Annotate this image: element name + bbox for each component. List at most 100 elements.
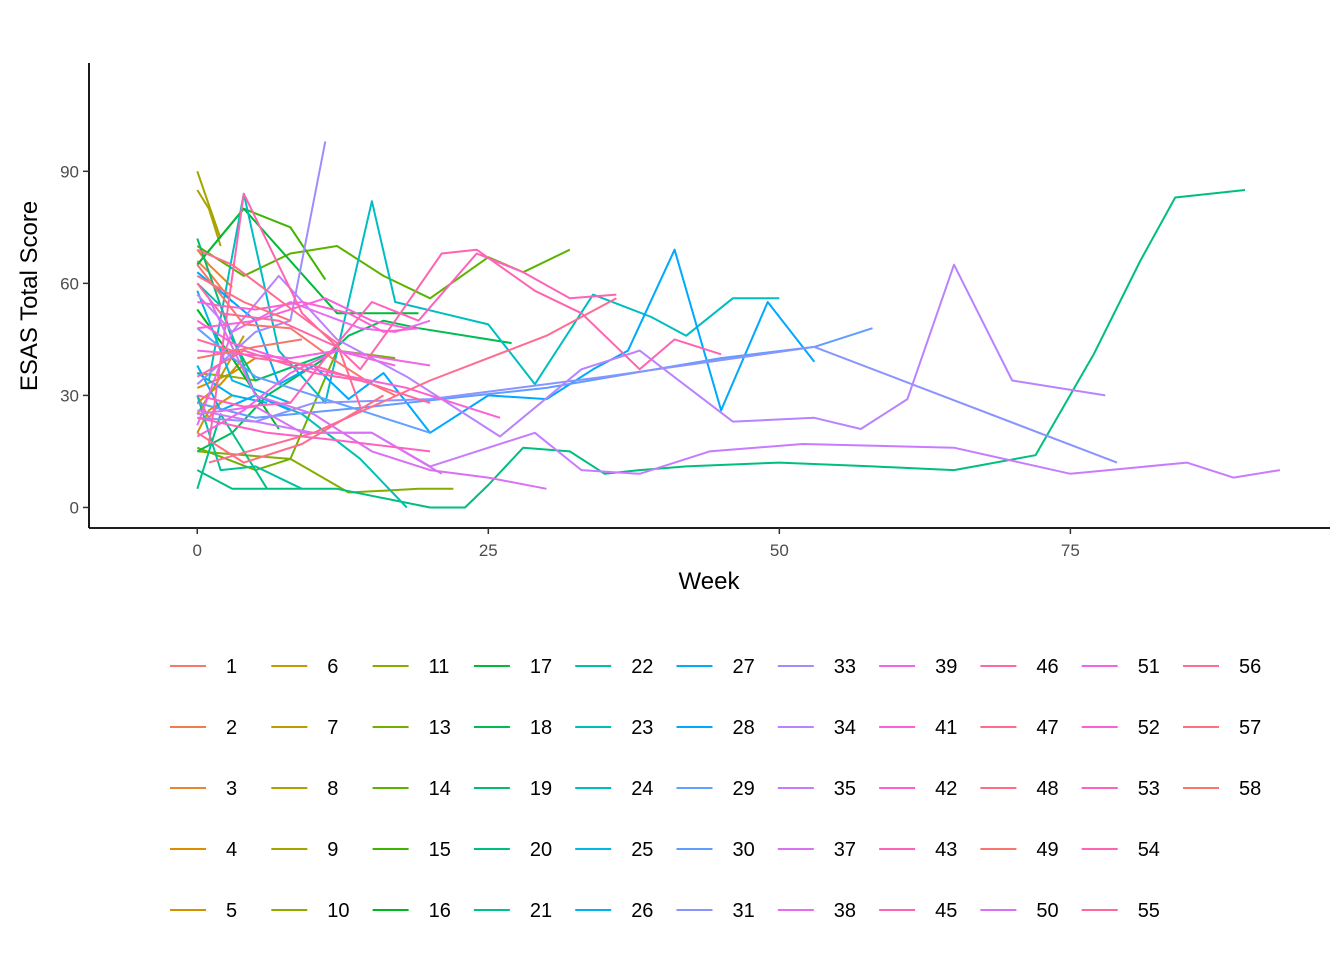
plot-lines bbox=[196, 141, 1281, 509]
legend-item-18: 18 bbox=[473, 717, 552, 739]
x-tick-label: 75 bbox=[1061, 541, 1080, 560]
legend-label: 58 bbox=[1239, 778, 1261, 800]
x-axis-title: Week bbox=[679, 568, 741, 595]
legend-label: 10 bbox=[327, 900, 349, 922]
x-tick-label: 0 bbox=[193, 541, 202, 560]
legend-item-13: 13 bbox=[372, 717, 451, 739]
legend-label: 11 bbox=[429, 656, 450, 678]
legend-item-33: 33 bbox=[777, 656, 856, 678]
legend-item-16: 16 bbox=[372, 900, 451, 922]
legend-item-55: 55 bbox=[1081, 900, 1160, 922]
series-line-17 bbox=[196, 207, 419, 315]
legend-item-46: 46 bbox=[980, 656, 1059, 678]
legend-label: 33 bbox=[834, 656, 856, 678]
legend-label: 43 bbox=[935, 839, 957, 861]
legend-item-47: 47 bbox=[980, 717, 1059, 739]
series-line-22 bbox=[196, 395, 303, 490]
legend-label: 14 bbox=[429, 778, 451, 800]
series-line-41 bbox=[197, 297, 408, 330]
legend-label: 15 bbox=[429, 839, 451, 861]
series-line-25 bbox=[196, 290, 291, 404]
y-tick-label: 0 bbox=[70, 498, 79, 517]
legend-label: 48 bbox=[1036, 778, 1058, 800]
legend-label: 56 bbox=[1239, 656, 1261, 678]
legend-item-31: 31 bbox=[676, 900, 755, 922]
series-line-34 bbox=[196, 263, 1106, 438]
legend-item-27: 27 bbox=[676, 656, 755, 678]
legend-label: 37 bbox=[834, 839, 856, 861]
series-line-19 bbox=[196, 238, 338, 382]
legend-item-22: 22 bbox=[575, 656, 653, 678]
legend-item-35: 35 bbox=[777, 778, 856, 800]
legend-item-38: 38 bbox=[777, 900, 856, 922]
legend-item-3: 3 bbox=[170, 778, 237, 800]
legend-label: 24 bbox=[631, 778, 653, 800]
legend-item-1: 1 bbox=[170, 656, 237, 678]
legend-item-52: 52 bbox=[1081, 717, 1160, 739]
legend-label: 9 bbox=[327, 839, 338, 861]
legend-item-50: 50 bbox=[980, 900, 1059, 922]
legend-item-53: 53 bbox=[1081, 778, 1160, 800]
legend-label: 3 bbox=[226, 778, 237, 800]
series-line-58 bbox=[197, 338, 303, 360]
x-tick-label: 25 bbox=[479, 541, 498, 560]
legend-item-39: 39 bbox=[879, 656, 957, 678]
legend-label: 35 bbox=[834, 778, 856, 800]
series-line-9 bbox=[196, 170, 222, 239]
legend-label: 1 bbox=[226, 656, 237, 678]
legend-label: 46 bbox=[1036, 656, 1058, 678]
legend-label: 54 bbox=[1138, 839, 1160, 861]
series-line-4 bbox=[196, 357, 257, 389]
legend-label: 39 bbox=[935, 656, 957, 678]
legend-label: 4 bbox=[226, 839, 237, 861]
legend-label: 27 bbox=[733, 656, 755, 678]
legend-item-11: 11 bbox=[372, 656, 450, 678]
series-line-27 bbox=[196, 365, 291, 412]
x-tick-label: 50 bbox=[770, 541, 789, 560]
legend-label: 57 bbox=[1239, 717, 1261, 739]
series-line-28 bbox=[196, 248, 816, 434]
series-line-21 bbox=[196, 413, 268, 490]
legend-label: 5 bbox=[226, 900, 237, 922]
legend-item-23: 23 bbox=[575, 717, 653, 739]
series-line-43 bbox=[197, 252, 617, 408]
legend-item-8: 8 bbox=[271, 778, 338, 800]
legend-label: 47 bbox=[1036, 717, 1058, 739]
legend-item-43: 43 bbox=[879, 839, 957, 861]
series-line-55 bbox=[196, 338, 431, 404]
legend-label: 55 bbox=[1138, 900, 1160, 922]
legend-label: 50 bbox=[1036, 900, 1058, 922]
legend-label: 25 bbox=[631, 839, 653, 861]
legend-item-4: 4 bbox=[170, 839, 237, 861]
legend-item-26: 26 bbox=[575, 900, 653, 922]
y-tick-label: 60 bbox=[60, 274, 79, 293]
legend-item-2: 2 bbox=[170, 717, 237, 739]
series-line-6 bbox=[196, 394, 233, 434]
series-line-8 bbox=[196, 189, 222, 247]
legend-label: 20 bbox=[530, 839, 552, 861]
legend-item-42: 42 bbox=[879, 778, 957, 800]
legend-label: 52 bbox=[1138, 717, 1160, 739]
legend-item-7: 7 bbox=[271, 717, 338, 739]
legend-label: 2 bbox=[226, 717, 237, 739]
y-tick-label: 30 bbox=[60, 386, 79, 405]
legend-label: 21 bbox=[530, 900, 552, 922]
legend-item-48: 48 bbox=[980, 778, 1059, 800]
series-line-57 bbox=[196, 275, 291, 322]
legend-label: 26 bbox=[631, 900, 653, 922]
legend-label: 7 bbox=[327, 717, 338, 739]
legend-label: 41 bbox=[935, 717, 957, 739]
legend-label: 53 bbox=[1138, 778, 1160, 800]
legend-item-5: 5 bbox=[170, 900, 237, 922]
legend-item-6: 6 bbox=[271, 656, 338, 678]
series-line-47 bbox=[196, 248, 362, 407]
legend-item-54: 54 bbox=[1081, 839, 1160, 861]
legend-label: 6 bbox=[327, 656, 338, 678]
series-line-3 bbox=[196, 249, 233, 288]
y-axis-title: ESAS Total Score bbox=[16, 201, 43, 391]
legend-label: 29 bbox=[733, 778, 755, 800]
legend-item-56: 56 bbox=[1183, 656, 1261, 678]
series-line-20 bbox=[196, 189, 1246, 509]
series-line-29 bbox=[196, 327, 431, 434]
legend-label: 8 bbox=[327, 778, 338, 800]
